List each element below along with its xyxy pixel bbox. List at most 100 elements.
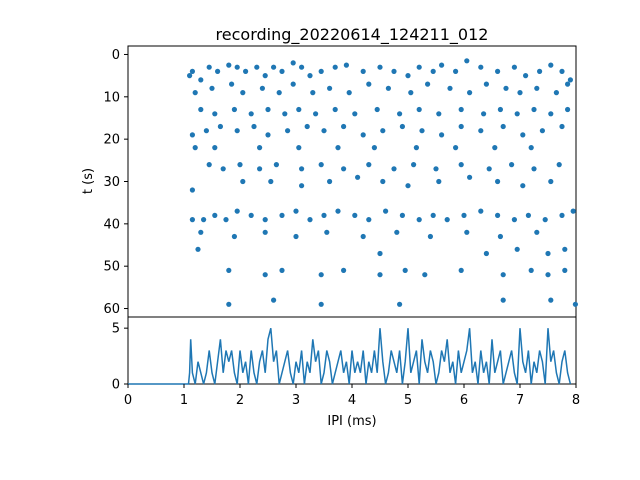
ipi-x-tick-label: 4: [348, 393, 356, 408]
raster-point: [562, 267, 568, 273]
ipi-y-tick-label: 0: [112, 378, 120, 393]
raster-point: [296, 145, 302, 151]
raster-point: [318, 272, 324, 278]
ipi-x-tick-label: 3: [292, 393, 300, 408]
raster-point: [203, 128, 209, 134]
raster-point: [391, 166, 397, 172]
raster-point: [377, 272, 383, 278]
raster-point: [335, 145, 341, 151]
raster-point: [360, 132, 366, 138]
raster-point: [497, 233, 503, 240]
ipi-x-tick-label: 1: [180, 393, 188, 408]
raster-point: [548, 297, 554, 303]
ipi-y-tick-label: 5: [112, 322, 120, 337]
raster-point: [383, 208, 389, 214]
raster-point: [226, 62, 232, 68]
raster-point: [500, 272, 506, 278]
raster-point: [430, 212, 436, 218]
raster-point: [422, 272, 428, 278]
raster-point: [282, 111, 288, 117]
raster-point: [299, 183, 305, 189]
raster-point: [562, 246, 568, 252]
raster-point: [192, 90, 198, 96]
raster-point: [436, 111, 442, 117]
raster-point: [534, 85, 540, 91]
raster-point: [458, 106, 464, 113]
raster-point: [500, 123, 506, 130]
raster-point: [391, 68, 397, 74]
raster-point: [413, 145, 419, 151]
raster-point: [495, 68, 501, 74]
raster-point: [335, 208, 341, 214]
raster-point: [483, 81, 489, 87]
raster-y-tick-label: 0: [112, 48, 120, 63]
raster-point: [290, 81, 296, 87]
raster-point: [427, 233, 433, 240]
raster-point: [321, 212, 327, 218]
raster-point: [318, 162, 324, 168]
raster-y-axis-label: t (s): [81, 168, 96, 194]
ipi-x-tick-label: 8: [572, 393, 580, 408]
raster-point: [279, 267, 285, 273]
raster-point: [514, 111, 520, 117]
raster-point: [545, 250, 551, 257]
raster-point: [352, 212, 358, 218]
raster-point: [523, 73, 529, 79]
raster-point: [444, 217, 450, 223]
raster-point: [234, 128, 240, 134]
raster-point: [307, 217, 313, 223]
raster-point: [321, 128, 327, 134]
raster-point: [478, 64, 484, 70]
raster-point: [528, 145, 534, 151]
raster-point: [464, 229, 470, 235]
raster-point: [559, 123, 565, 130]
raster-point: [520, 132, 526, 138]
raster-point: [231, 106, 237, 113]
raster-point: [189, 68, 195, 74]
raster-point: [293, 208, 299, 214]
ipi-series-line: [128, 328, 572, 385]
raster-point: [271, 64, 277, 70]
raster-y-tick-label: 20: [103, 133, 120, 148]
raster-point: [509, 162, 515, 168]
ipi-x-tick-label: 2: [236, 393, 244, 408]
raster-point: [483, 250, 489, 257]
raster-point: [534, 229, 540, 235]
raster-point: [453, 145, 459, 151]
raster-point: [327, 85, 333, 91]
raster-point: [304, 123, 310, 130]
raster-point: [553, 90, 560, 96]
ipi-x-ticks: 0 1 2 3 4 5 6 7 8: [124, 384, 580, 408]
raster-point: [402, 267, 408, 273]
raster-point: [511, 64, 517, 70]
ipi-y-ticks: 05: [112, 322, 128, 393]
raster-point: [318, 301, 324, 307]
raster-point: [467, 174, 473, 180]
raster-point: [285, 128, 291, 134]
raster-point: [500, 297, 506, 303]
raster-point: [399, 123, 405, 130]
raster-point: [478, 208, 484, 214]
raster-point: [377, 250, 383, 257]
raster-point: [271, 297, 277, 303]
raster-point: [265, 106, 271, 113]
raster-point: [234, 64, 240, 70]
raster-point: [279, 212, 285, 218]
raster-point: [206, 162, 212, 168]
raster-point: [360, 233, 366, 240]
chart-title: recording_20220614_124211_012: [216, 25, 489, 45]
raster-point: [545, 272, 551, 278]
raster-point: [310, 90, 316, 96]
raster-point: [366, 81, 372, 87]
raster-point: [371, 145, 377, 151]
raster-point: [572, 301, 579, 307]
raster-point: [231, 233, 237, 240]
raster-point: [439, 132, 445, 138]
raster-point: [209, 85, 215, 91]
raster-points: [187, 58, 579, 307]
raster-point: [467, 90, 473, 96]
raster-point: [495, 212, 501, 218]
raster-point: [212, 111, 218, 117]
raster-point: [343, 62, 349, 68]
raster-point: [528, 267, 534, 273]
